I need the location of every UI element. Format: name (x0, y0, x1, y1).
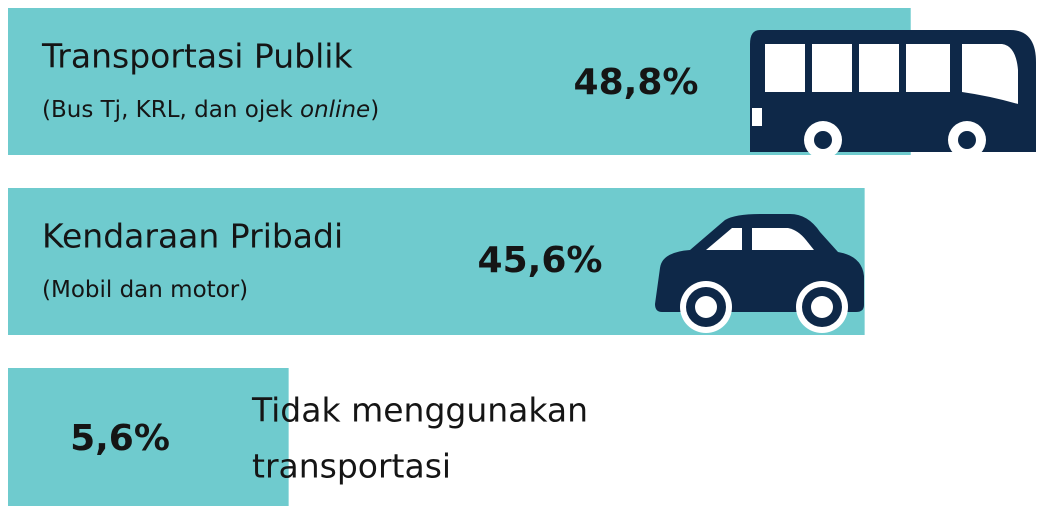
category-label: Tidak menggunakan (251, 391, 588, 430)
note-part: online (300, 97, 370, 123)
bus-icon (750, 30, 1036, 159)
category-label: transportasi (252, 447, 451, 486)
category-note: (Mobil dan motor) (42, 277, 248, 303)
category-note: (Bus Tj, KRL, dan ojek online) (42, 97, 379, 123)
note-part: ) (370, 97, 379, 123)
value-label: 48,8% (574, 62, 699, 103)
category-label: Transportasi Publik (41, 37, 353, 76)
car-icon (655, 214, 864, 333)
note-part: (Mobil dan motor) (42, 277, 248, 303)
category-label: Kendaraan Pribadi (42, 217, 343, 256)
bar (8, 368, 289, 506)
value-label: 5,6% (70, 418, 170, 459)
value-label: 45,6% (478, 240, 603, 281)
note-part: (Bus Tj, KRL, dan ojek (42, 97, 300, 123)
